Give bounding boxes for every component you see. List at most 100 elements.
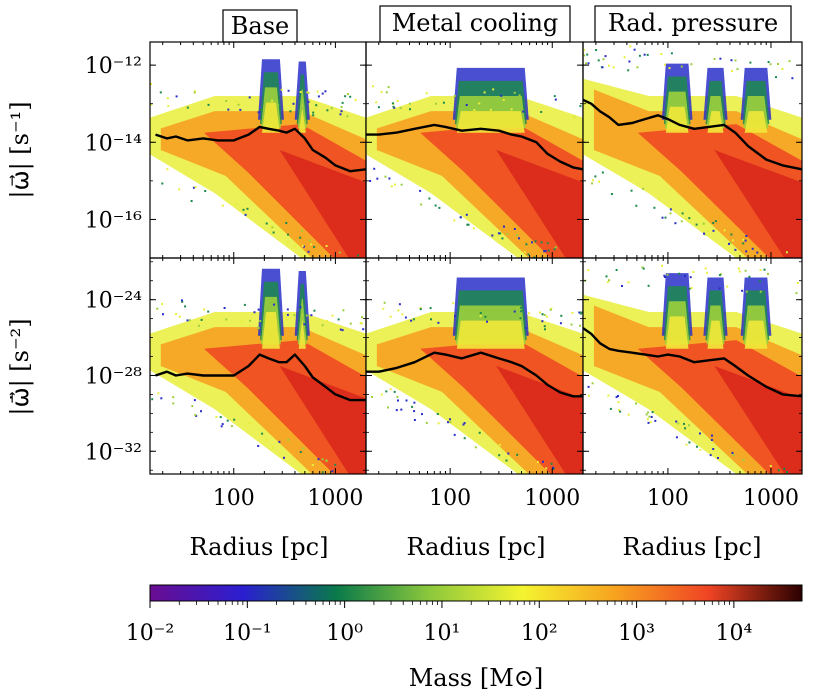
scatter-pixel: [688, 430, 691, 433]
scatter-pixel: [587, 269, 590, 272]
density-region: [744, 111, 768, 133]
panel-histogram: [150, 59, 366, 268]
x-tick-label: 100: [647, 486, 689, 511]
scatter-pixel: [749, 61, 752, 64]
scatter-pixel: [690, 63, 693, 66]
scatter-pixel: [384, 175, 387, 178]
scatter-pixel: [478, 102, 481, 105]
scatter-pixel: [793, 269, 795, 271]
scatter-pixel: [466, 86, 469, 89]
scatter-pixel: [349, 322, 352, 325]
scatter-pixel: [388, 177, 391, 180]
panel-histogram: [583, 45, 802, 271]
scatter-pixel: [285, 222, 288, 224]
scatter-pixel: [397, 399, 399, 402]
scatter-pixel: [751, 247, 754, 250]
colorbar-label: Mass [M⊙]: [409, 664, 544, 692]
scatter-pixel: [344, 95, 347, 98]
scatter-pixel: [409, 108, 411, 111]
y-tick-label: 10⁻¹²: [85, 54, 142, 79]
scatter-pixel: [325, 245, 328, 247]
x-tick-label: 1000: [524, 486, 580, 511]
scatter-pixel: [629, 45, 632, 48]
scatter-pixel: [799, 487, 801, 489]
scatter-pixel: [767, 272, 769, 275]
scatter-pixel: [790, 478, 792, 480]
scatter-pixel: [253, 311, 256, 314]
scatter-pixel: [248, 96, 251, 99]
scatter-pixel: [583, 54, 585, 57]
scatter-pixel: [454, 315, 456, 318]
scatter-pixel: [744, 269, 747, 272]
scatter-pixel: [317, 458, 320, 461]
scatter-pixel: [543, 325, 546, 328]
scatter-pixel: [498, 454, 501, 457]
scatter-pixel: [646, 53, 649, 56]
scatter-pixel: [249, 319, 252, 322]
scatter-pixel: [193, 399, 196, 402]
scatter-pixel: [385, 91, 388, 94]
median-line: [583, 327, 802, 398]
scatter-pixel: [249, 325, 251, 328]
scatter-pixel: [540, 241, 543, 244]
scatter-pixel: [502, 98, 505, 101]
scatter-pixel: [305, 314, 308, 317]
scatter-pixel: [312, 111, 315, 114]
scatter-pixel: [356, 266, 358, 268]
density-region: [420, 124, 583, 258]
scatter-pixel: [150, 103, 153, 106]
scatter-pixel: [654, 419, 657, 422]
scatter-pixel: [160, 397, 163, 400]
scatter-pixel: [730, 59, 733, 62]
scatter-pixel: [550, 462, 553, 465]
scatter-pixel: [429, 323, 432, 326]
scatter-pixel: [688, 217, 691, 220]
y-tick-label: 10⁻²⁴: [85, 289, 142, 314]
scatter-pixel: [641, 266, 644, 269]
scatter-pixel: [513, 310, 516, 313]
scatter-pixel: [259, 109, 262, 112]
scatter-pixel: [244, 213, 247, 216]
colorbar-tick-label: 10³: [618, 621, 655, 646]
scatter-pixel: [292, 102, 295, 105]
scatter-pixel: [324, 90, 327, 93]
scatter-pixel: [459, 216, 462, 219]
scatter-pixel: [696, 445, 698, 448]
scatter-pixel: [522, 110, 525, 113]
panel-2-1: 100 1000 10⁻²⁴ 10⁻²⁸ 10⁻³²: [85, 257, 367, 511]
scatter-pixel: [518, 237, 520, 240]
scatter-pixel: [192, 186, 195, 189]
scatter-pixel: [684, 274, 686, 277]
scatter-pixel: [373, 167, 376, 170]
scatter-pixel: [472, 227, 475, 230]
panel-frame: [582, 257, 803, 475]
scatter-pixel: [507, 452, 510, 455]
scatter-pixel: [678, 272, 681, 275]
scatter-pixel: [661, 216, 664, 219]
scatter-pixel: [554, 246, 557, 249]
scatter-pixel: [547, 249, 550, 252]
scatter-pixel: [661, 264, 663, 267]
colorbar-tick-label: 10²: [521, 621, 558, 646]
scatter-pixel: [293, 245, 296, 248]
scatter-pixel: [175, 95, 178, 98]
scatter-pixel: [285, 318, 288, 321]
scatter-pixel: [576, 261, 578, 263]
scatter-pixel: [310, 314, 313, 317]
scatter-pixel: [536, 461, 539, 463]
scatter-pixel: [478, 431, 481, 434]
scatter-pixel: [763, 268, 766, 271]
scatter-pixel: [372, 85, 375, 88]
scatter-pixel: [313, 309, 316, 312]
scatter-pixel: [742, 459, 745, 462]
scatter-pixel: [312, 114, 315, 117]
scatter-pixel: [227, 108, 230, 111]
scatter-pixel: [553, 95, 556, 98]
scatter-pixel: [453, 219, 456, 222]
scatter-pixel: [573, 115, 575, 118]
scatter-pixel: [731, 239, 734, 242]
scatter-pixel: [463, 437, 466, 440]
y-tick-label: 10⁻²⁸: [85, 364, 142, 389]
scatter-pixel: [692, 271, 695, 273]
scatter-pixel: [438, 206, 441, 209]
